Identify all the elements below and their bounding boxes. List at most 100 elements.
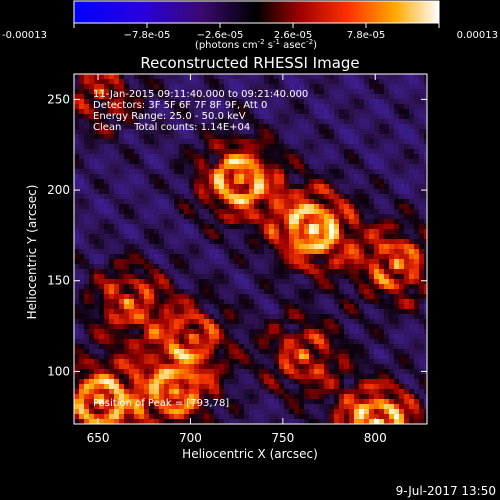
heatmap-cell <box>354 144 359 149</box>
heatmap-cell <box>194 169 199 174</box>
heatmap-cell <box>199 259 204 264</box>
heatmap-cell <box>374 209 379 214</box>
heatmap-cell <box>104 379 109 384</box>
heatmap-cell <box>189 344 194 349</box>
heatmap-cell <box>244 229 249 234</box>
heatmap-cell <box>114 384 119 389</box>
heatmap-cell <box>164 94 169 99</box>
heatmap-cell <box>139 109 144 114</box>
heatmap-cell <box>394 164 399 169</box>
heatmap-cell <box>324 159 329 164</box>
heatmap-cell <box>134 184 139 189</box>
heatmap-cell <box>274 344 279 349</box>
heatmap-cell <box>379 199 384 204</box>
heatmap-cell <box>114 309 119 314</box>
heatmap-cell <box>214 289 219 294</box>
heatmap-cell <box>74 149 79 154</box>
heatmap-cell <box>349 84 354 89</box>
heatmap-cell <box>154 339 159 344</box>
heatmap-cell <box>269 314 274 319</box>
heatmap-cell <box>219 129 224 134</box>
heatmap-cell <box>344 164 349 169</box>
heatmap-cell <box>109 99 114 104</box>
heatmap-cell <box>409 229 414 234</box>
heatmap-cell <box>259 244 264 249</box>
heatmap-cell <box>144 384 149 389</box>
heatmap-cell <box>109 274 114 279</box>
heatmap-cell <box>179 334 184 339</box>
heatmap-cell <box>359 309 364 314</box>
heatmap-cell <box>94 194 99 199</box>
heatmap-cell <box>149 299 154 304</box>
heatmap-cell <box>224 184 229 189</box>
heatmap-cell <box>369 89 374 94</box>
heatmap-cell <box>339 79 344 84</box>
heatmap-cell <box>304 194 309 199</box>
heatmap-cell <box>99 114 104 119</box>
heatmap-cell <box>89 274 94 279</box>
heatmap-cell <box>249 124 254 129</box>
heatmap-cell <box>369 139 374 144</box>
heatmap-cell <box>104 244 109 249</box>
heatmap-cell <box>194 164 199 169</box>
heatmap-cell <box>94 264 99 269</box>
heatmap-cell <box>309 284 314 289</box>
heatmap-cell <box>179 329 184 334</box>
heatmap-cell <box>394 334 399 339</box>
heatmap-cell <box>99 394 104 399</box>
heatmap-cell <box>399 149 404 154</box>
heatmap-cell <box>134 309 139 314</box>
heatmap-cell <box>379 229 384 234</box>
heatmap-cell <box>364 79 369 84</box>
heatmap-cell <box>309 89 314 94</box>
heatmap-cell <box>249 189 254 194</box>
heatmap-cell <box>94 314 99 319</box>
heatmap-cell <box>154 164 159 169</box>
heatmap-cell <box>244 134 249 139</box>
heatmap-cell <box>399 279 404 284</box>
heatmap-cell <box>419 154 424 159</box>
heatmap-cell <box>269 154 274 159</box>
heatmap-cell <box>424 289 427 294</box>
heatmap-cell <box>89 399 94 404</box>
heatmap-cell <box>304 274 309 279</box>
heatmap-cell <box>164 374 169 379</box>
heatmap-cell <box>124 174 129 179</box>
heatmap-cell <box>199 369 204 374</box>
heatmap-cell <box>84 149 89 154</box>
heatmap-cell <box>154 319 159 324</box>
heatmap-cell <box>109 364 114 369</box>
heatmap-cell <box>214 104 219 109</box>
heatmap-cell <box>149 329 154 334</box>
heatmap-cell <box>134 404 139 409</box>
heatmap-cell <box>244 179 249 184</box>
heatmap-cell <box>74 339 79 344</box>
heatmap-cell <box>289 134 294 139</box>
heatmap-cell <box>199 204 204 209</box>
heatmap-cell <box>174 149 179 154</box>
heatmap-cell <box>179 389 184 394</box>
heatmap-cell <box>249 119 254 124</box>
heatmap-cell <box>274 89 279 94</box>
heatmap-cell <box>254 234 259 239</box>
heatmap-cell <box>284 154 289 159</box>
heatmap-cell <box>269 219 274 224</box>
heatmap-cell <box>164 339 169 344</box>
heatmap-cell <box>114 119 119 124</box>
heatmap-cell <box>394 184 399 189</box>
heatmap-cell <box>94 274 99 279</box>
heatmap-cell <box>319 134 324 139</box>
heatmap-cell <box>284 269 289 274</box>
heatmap-cell <box>254 369 259 374</box>
heatmap-cell <box>189 229 194 234</box>
heatmap-cell <box>334 209 339 214</box>
heatmap-cell <box>314 254 319 259</box>
heatmap-cell <box>394 124 399 129</box>
heatmap-cell <box>304 114 309 119</box>
heatmap-cell <box>84 314 89 319</box>
heatmap-cell <box>414 74 419 79</box>
heatmap-cell <box>329 139 334 144</box>
heatmap-cell <box>224 354 229 359</box>
heatmap-cell <box>409 154 414 159</box>
heatmap-cell <box>219 414 224 419</box>
